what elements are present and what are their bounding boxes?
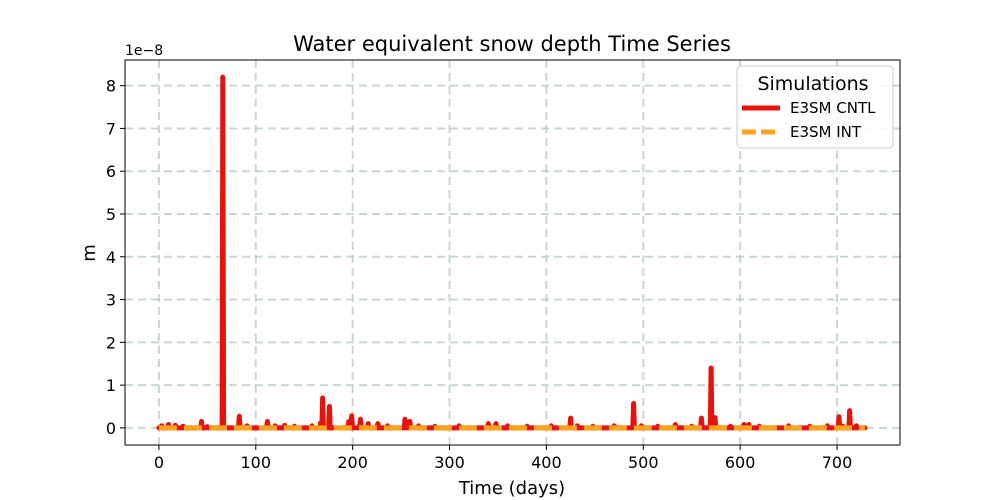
legend-box bbox=[736, 65, 894, 149]
y-tick-label: 5 bbox=[106, 205, 116, 224]
y-tick-label: 3 bbox=[106, 291, 116, 310]
x-tick-label: 700 bbox=[822, 453, 853, 472]
x-axis-label: Time (days) bbox=[458, 478, 565, 499]
legend-title: Simulations bbox=[757, 73, 868, 95]
y-tick-label: 7 bbox=[106, 119, 116, 138]
ticks: 0 100 200 300 400 500 600 700 0 1 2 3 4 5 6 7 8 bbox=[106, 77, 852, 472]
x-tick-label: 200 bbox=[337, 453, 368, 472]
x-tick-label: 500 bbox=[628, 453, 659, 472]
chart-title: Water equivalent snow depth Time Series bbox=[293, 32, 731, 56]
y-tick-label: 6 bbox=[106, 162, 116, 181]
plot-area-frame bbox=[124, 59, 901, 446]
y-tick-label: 1 bbox=[106, 376, 116, 395]
x-tick-label: 600 bbox=[725, 453, 756, 472]
y-tick-label: 0 bbox=[106, 419, 116, 438]
legend-label-e3sm-int: E3SM INT bbox=[790, 123, 862, 141]
legend-label-e3sm-cntl: E3SM CNTL bbox=[790, 99, 876, 117]
series-layer bbox=[156, 74, 868, 431]
x-tick-label: 0 bbox=[154, 453, 164, 472]
y-axis-offset-text: 1e−8 bbox=[125, 43, 163, 59]
x-tick-label: 100 bbox=[241, 453, 272, 472]
y-tick-label: 4 bbox=[106, 248, 116, 267]
y-tick-label: 8 bbox=[106, 77, 116, 96]
legend: Simulations E3SM CNTL E3SM INT bbox=[736, 65, 894, 149]
x-tick-label: 300 bbox=[434, 453, 465, 472]
y-tick-label: 2 bbox=[106, 333, 116, 352]
y-axis-label: m bbox=[79, 244, 100, 262]
x-tick-label: 400 bbox=[531, 453, 562, 472]
